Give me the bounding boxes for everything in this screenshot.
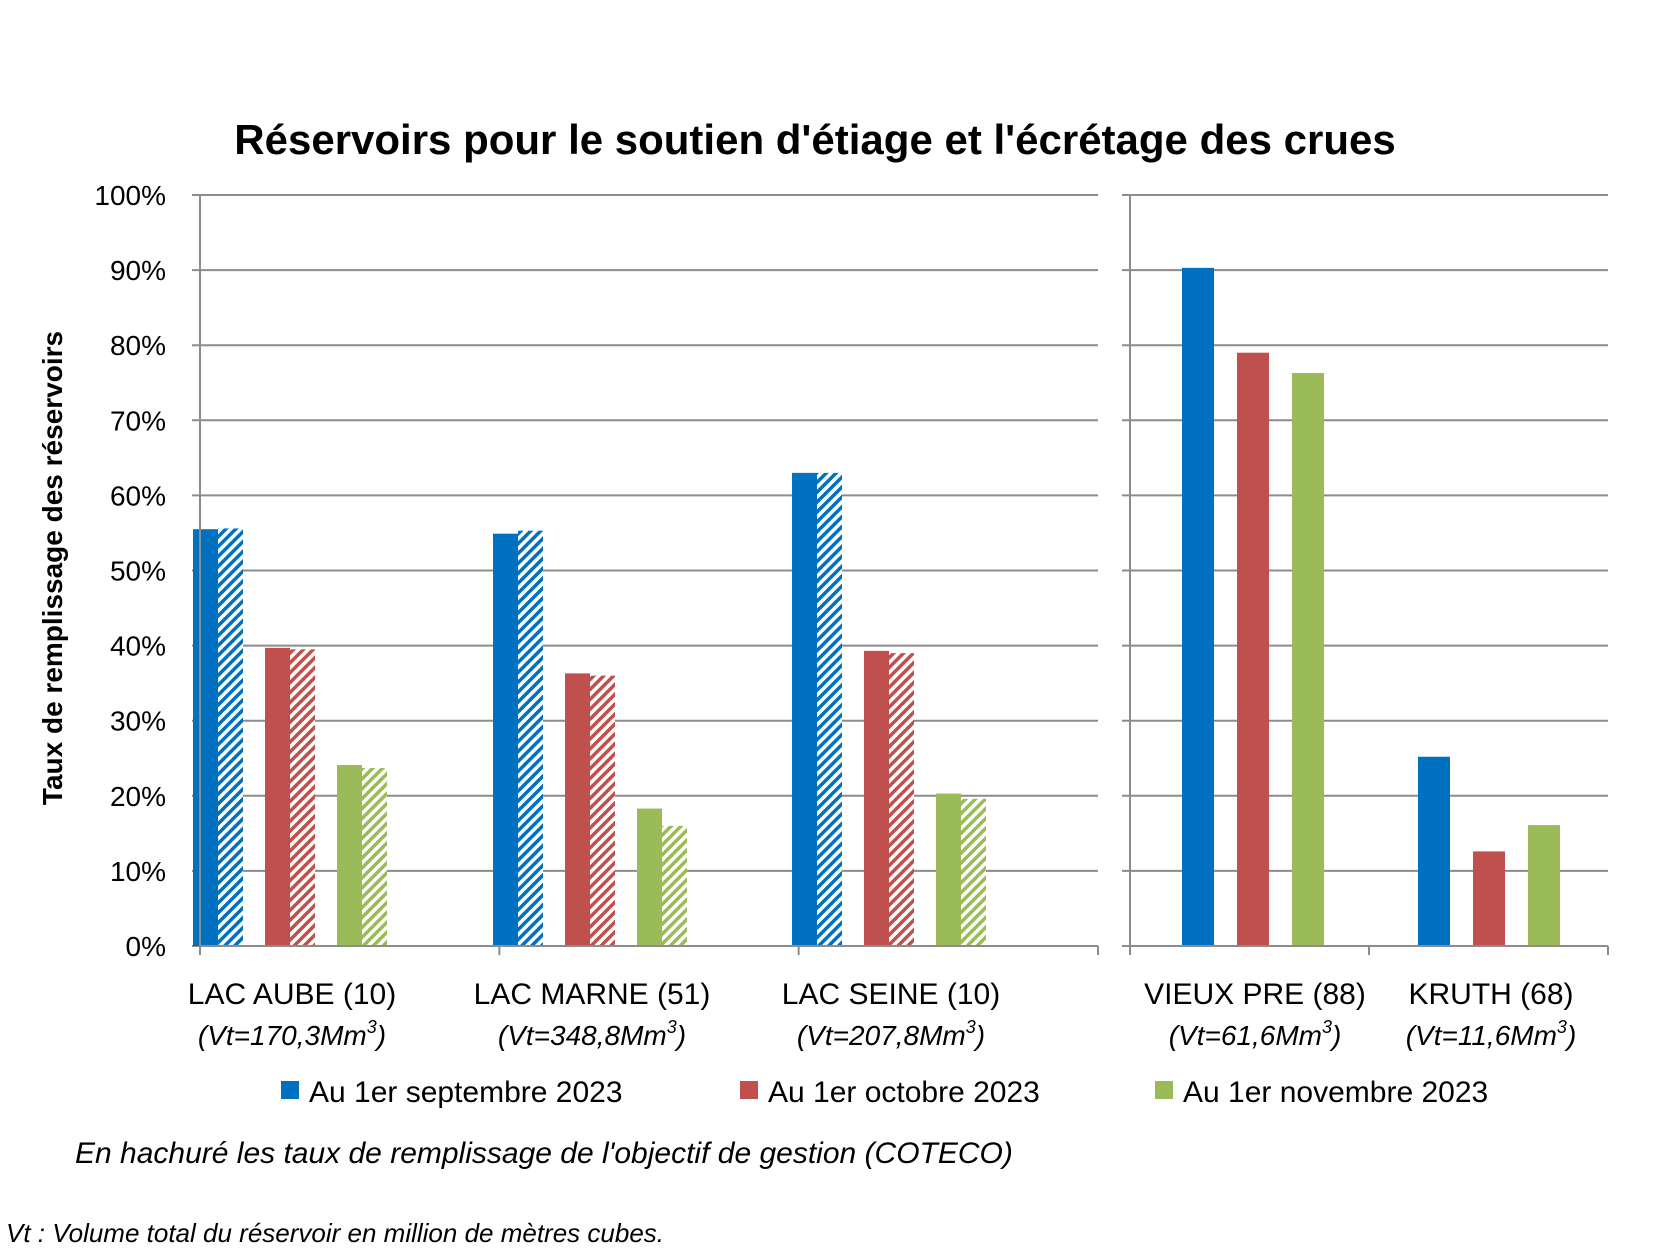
y-tick-label: 70% bbox=[110, 405, 166, 436]
y-tick-label: 80% bbox=[110, 330, 166, 361]
legend-label: Au 1er octobre 2023 bbox=[768, 1076, 1040, 1109]
legend-swatch bbox=[740, 1081, 758, 1099]
y-tick-label: 60% bbox=[110, 480, 166, 511]
x-category-labels: LAC AUBE (10) (Vt=170,3Mm3) LAC MARNE (51)… bbox=[188, 978, 1576, 1051]
bar-objective-hatched bbox=[218, 528, 243, 946]
vt-note: Vt : Volume total du réservoir en millio… bbox=[6, 1218, 664, 1248]
bar-au-1er-septembre-2023 bbox=[493, 533, 518, 946]
x-category-label: LAC AUBE (10) bbox=[188, 978, 396, 1011]
bar-au-1er-novembre-2023 bbox=[1528, 825, 1560, 946]
bar-objective-hatched bbox=[590, 675, 615, 946]
x-volume-label: (Vt=61,6Mm3) bbox=[1169, 1017, 1342, 1051]
bar-au-1er-novembre-2023 bbox=[1292, 372, 1324, 946]
bar-au-1er-septembre-2023 bbox=[193, 529, 218, 946]
bar-objective-hatched bbox=[290, 649, 315, 946]
bar-au-1er-septembre-2023 bbox=[792, 472, 817, 946]
bar-au-1er-novembre-2023 bbox=[637, 808, 662, 946]
x-volume-label: (Vt=11,6Mm3) bbox=[1406, 1017, 1577, 1051]
bar-au-1er-octobre-2023 bbox=[1237, 352, 1269, 947]
legend: Au 1er septembre 2023 Au 1er octobre 2023… bbox=[281, 1076, 1488, 1109]
legend-label: Au 1er novembre 2023 bbox=[1183, 1076, 1488, 1109]
y-tick-label: 50% bbox=[110, 556, 166, 587]
y-tick-label: 0% bbox=[126, 931, 166, 962]
bar-objective-hatched bbox=[961, 798, 986, 946]
x-category-label: VIEUX PRE (88) bbox=[1144, 978, 1366, 1011]
x-volume-label: (Vt=170,3Mm3) bbox=[198, 1017, 386, 1051]
legend-swatch bbox=[281, 1081, 299, 1099]
y-tick-label: 30% bbox=[110, 706, 166, 737]
bar-au-1er-novembre-2023 bbox=[936, 793, 961, 946]
y-tick-label: 100% bbox=[94, 180, 166, 211]
y-tick-label: 90% bbox=[110, 255, 166, 286]
chart-title: Réservoirs pour le soutien d'étiage et l… bbox=[234, 116, 1395, 163]
x-volume-label: (Vt=348,8Mm3) bbox=[498, 1017, 686, 1051]
x-category-label: LAC SEINE (10) bbox=[782, 978, 1000, 1011]
bar-au-1er-octobre-2023 bbox=[864, 650, 889, 946]
bar-objective-hatched bbox=[362, 768, 387, 946]
bar-au-1er-octobre-2023 bbox=[265, 647, 290, 946]
x-category-label: KRUTH (68) bbox=[1408, 978, 1573, 1011]
y-tick-labels: 0% 10% 20% 30% 40% 50% 60% 70% 80% 90% 100% bbox=[94, 180, 166, 962]
legend-label: Au 1er septembre 2023 bbox=[309, 1076, 623, 1109]
bar-au-1er-novembre-2023 bbox=[337, 765, 362, 946]
y-tick-label: 10% bbox=[110, 856, 166, 887]
bar-au-1er-septembre-2023 bbox=[1182, 267, 1214, 946]
y-axis-label: Taux de remplissage des réservoirs bbox=[37, 331, 68, 805]
bar-au-1er-octobre-2023 bbox=[1473, 851, 1505, 946]
x-category-label: LAC MARNE (51) bbox=[474, 978, 711, 1011]
bar-objective-hatched bbox=[662, 825, 687, 946]
bar-objective-hatched bbox=[518, 530, 543, 946]
bar-au-1er-septembre-2023 bbox=[1418, 756, 1450, 946]
legend-swatch bbox=[1155, 1081, 1173, 1099]
hatch-note: En hachuré les taux de remplissage de l'… bbox=[75, 1137, 1013, 1170]
axes bbox=[199, 195, 1609, 955]
bars bbox=[193, 267, 1560, 947]
x-volume-label: (Vt=207,8Mm3) bbox=[797, 1017, 985, 1051]
y-tick-label: 40% bbox=[110, 631, 166, 662]
bar-au-1er-octobre-2023 bbox=[565, 673, 590, 946]
bar-objective-hatched bbox=[889, 653, 914, 946]
bar-objective-hatched bbox=[817, 472, 842, 946]
y-tick-label: 20% bbox=[110, 781, 166, 812]
